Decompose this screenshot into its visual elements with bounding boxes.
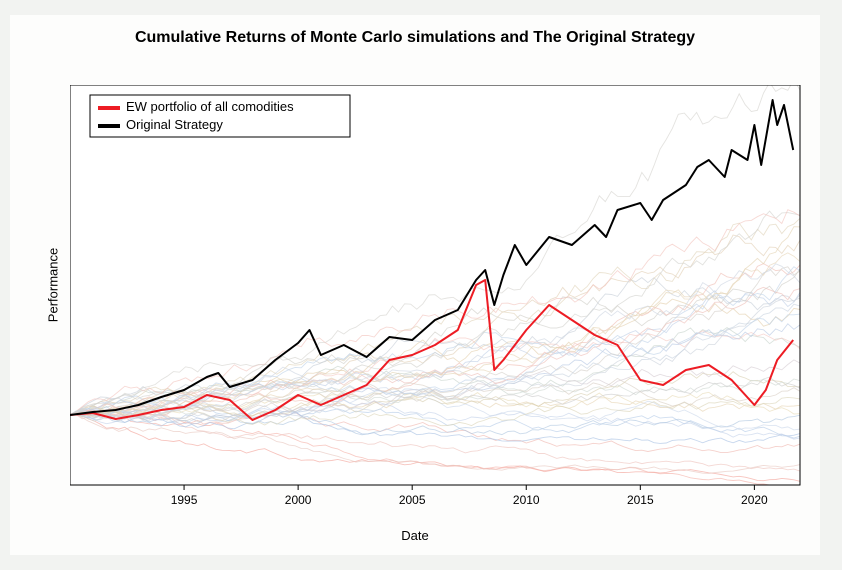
x-tick-label: 2010 [513,493,540,507]
legend: EW portfolio of all comodities Original S… [90,95,350,137]
chart-title: Cumulative Returns of Monte Carlo simula… [10,29,820,47]
x-tick-label: 1995 [171,493,198,507]
plot-area: 1234199520002005201020152020EW portfolio… [70,85,820,535]
chart-panel: Cumulative Returns of Monte Carlo simula… [10,15,820,555]
legend-label: Original Strategy [126,117,223,132]
legend-swatch [98,124,120,128]
y-axis-label: Performance [46,248,61,322]
chart-container: Cumulative Returns of Monte Carlo simula… [0,0,842,570]
x-tick-label: 2000 [285,493,312,507]
x-tick-label: 2020 [741,493,768,507]
x-tick-label: 2015 [627,493,654,507]
legend-label: EW portfolio of all comodities [126,99,294,114]
x-tick-label: 2005 [399,493,426,507]
legend-swatch [98,106,120,110]
